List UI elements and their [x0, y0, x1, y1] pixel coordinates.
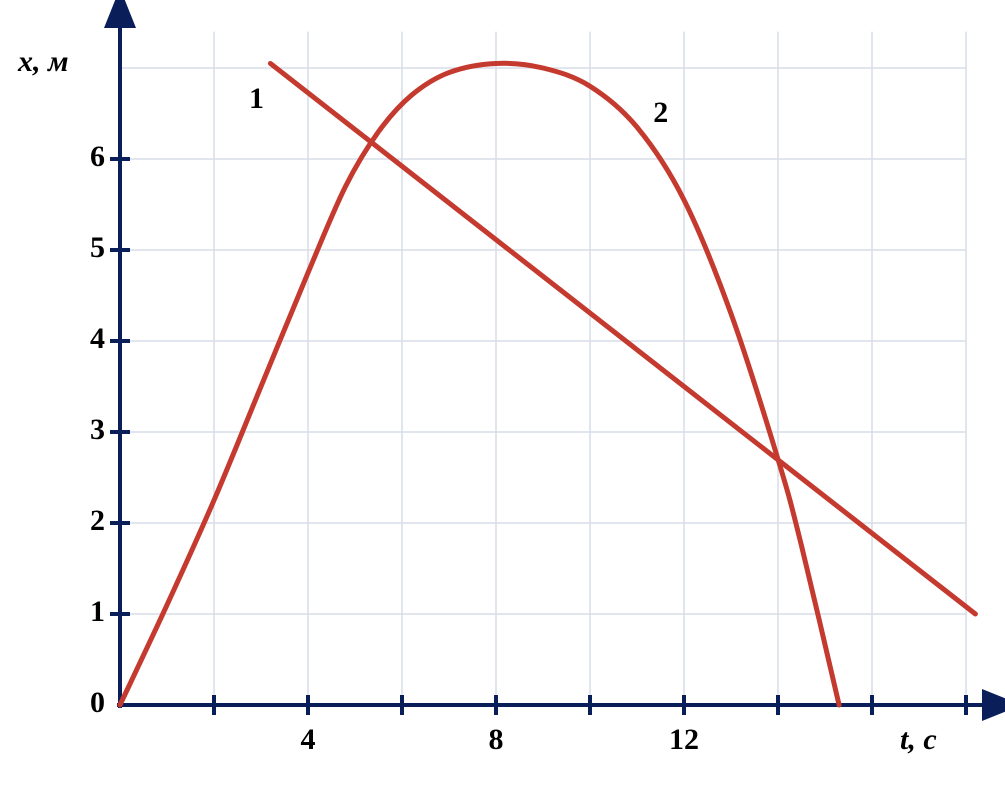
y-tick-label: 4: [65, 322, 105, 356]
y-tick-label: 5: [65, 231, 105, 265]
y-axis-label: х, м: [18, 45, 69, 79]
y-tick-label: 3: [65, 413, 105, 447]
x-tick-label: 8: [466, 723, 526, 757]
series-label-line1: 1: [249, 82, 264, 116]
y-tick-label: 1: [65, 595, 105, 629]
x-tick-label: 4: [278, 723, 338, 757]
y-tick-label: 6: [65, 140, 105, 174]
chart-container: х, м t, с 0123456481212: [0, 0, 1005, 800]
y-tick-label: 2: [65, 504, 105, 538]
series-line1: [270, 63, 975, 614]
chart-svg: [0, 0, 1005, 800]
x-axis-label: t, с: [900, 723, 937, 757]
series-label-curve2: 2: [653, 96, 668, 130]
x-tick-label: 12: [654, 723, 714, 757]
y-tick-label: 0: [65, 686, 105, 720]
